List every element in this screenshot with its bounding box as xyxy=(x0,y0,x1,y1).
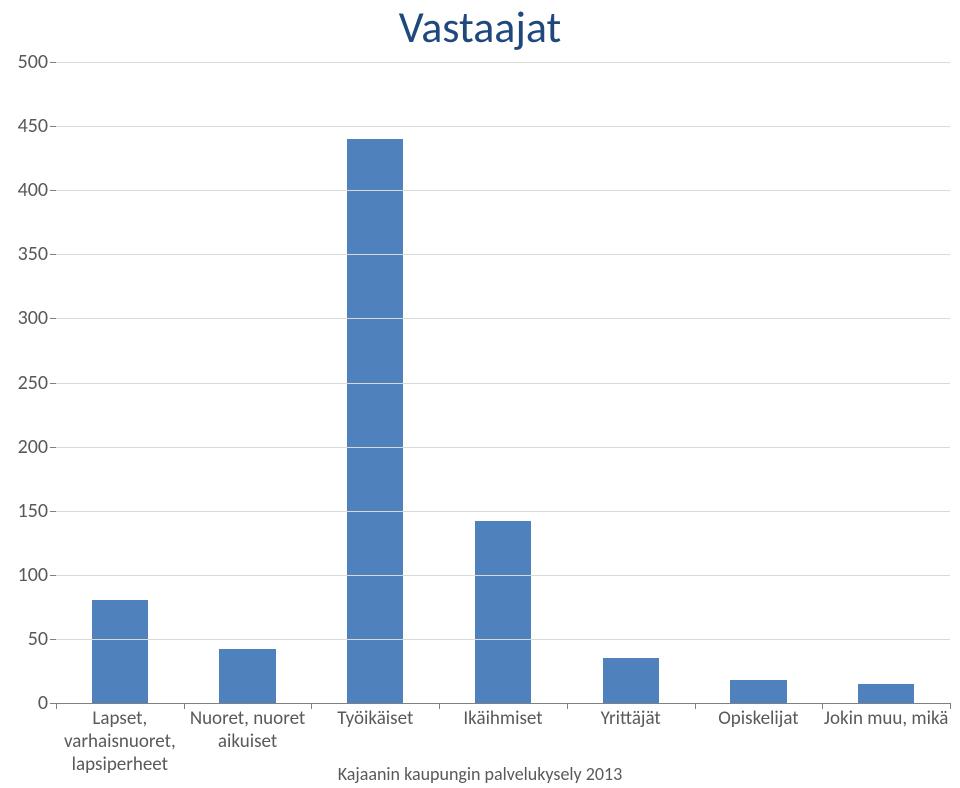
bar xyxy=(603,658,659,703)
plot-area: 050100150200250300350400450500 xyxy=(56,62,950,704)
gridline xyxy=(56,318,950,319)
y-tick-label: 250 xyxy=(4,373,48,393)
y-tick xyxy=(50,511,56,512)
y-tick-label: 300 xyxy=(4,308,48,328)
y-tick xyxy=(50,318,56,319)
x-tick-label: Nuoret, nuoret aikuiset xyxy=(184,708,312,754)
bar xyxy=(219,649,275,703)
gridline xyxy=(56,254,950,255)
chart-title: Vastaajat xyxy=(0,0,960,54)
x-tick-label: Jokin muu, mikä xyxy=(822,708,950,731)
bar xyxy=(347,139,403,703)
y-tick-label: 400 xyxy=(4,180,48,200)
y-tick xyxy=(50,126,56,127)
y-tick xyxy=(50,639,56,640)
x-tick xyxy=(950,703,951,709)
y-tick xyxy=(50,447,56,448)
gridline xyxy=(56,383,950,384)
y-tick-label: 50 xyxy=(4,629,48,649)
x-tick-label: Opiskelijat xyxy=(695,708,823,731)
gridline xyxy=(56,575,950,576)
x-tick-label: Ikäihmiset xyxy=(439,708,567,731)
chart-footer: Kajaanin kaupungin palvelukysely 2013 xyxy=(0,763,960,785)
bar xyxy=(730,680,786,703)
gridline xyxy=(56,62,950,63)
bar xyxy=(858,684,914,703)
gridline xyxy=(56,447,950,448)
bar-chart: Vastaajat 050100150200250300350400450500… xyxy=(0,0,960,788)
gridline xyxy=(56,511,950,512)
y-tick xyxy=(50,383,56,384)
y-tick-label: 500 xyxy=(4,52,48,72)
gridline xyxy=(56,126,950,127)
y-tick-label: 450 xyxy=(4,116,48,136)
gridline xyxy=(56,639,950,640)
y-tick xyxy=(50,575,56,576)
y-tick xyxy=(50,62,56,63)
y-tick-label: 0 xyxy=(4,693,48,713)
bar xyxy=(92,600,148,703)
y-tick-label: 350 xyxy=(4,244,48,264)
x-tick-label: Yrittäjät xyxy=(567,708,695,731)
y-tick-label: 100 xyxy=(4,565,48,585)
bar xyxy=(475,521,531,703)
y-tick xyxy=(50,190,56,191)
y-tick xyxy=(50,254,56,255)
y-tick-label: 200 xyxy=(4,437,48,457)
gridline xyxy=(56,190,950,191)
x-tick-label: Työikäiset xyxy=(311,708,439,731)
y-tick-label: 150 xyxy=(4,501,48,521)
